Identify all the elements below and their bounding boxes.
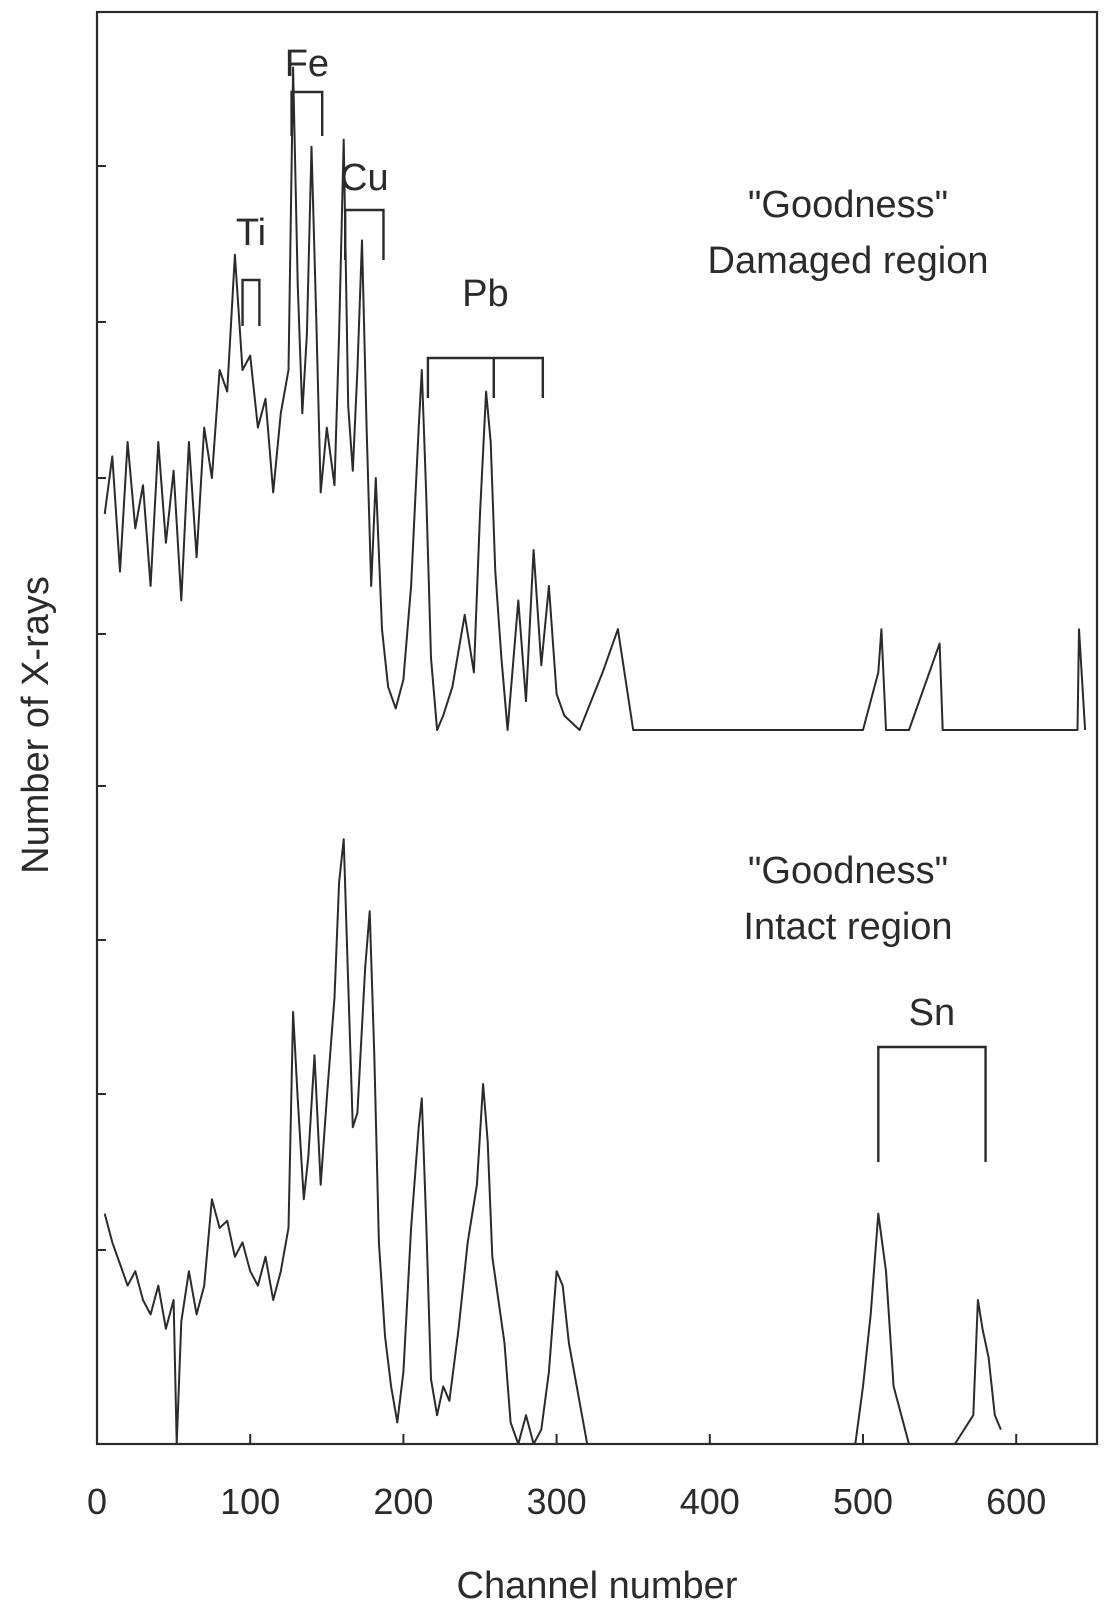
bracket-cu <box>343 208 385 260</box>
panel-label-intact-line1: "Goodness" <box>748 850 948 892</box>
x-tick-label-100: 100 <box>220 1481 280 1522</box>
bracket-sn <box>877 1045 987 1162</box>
x-axis-title: Channel number <box>457 1565 738 1607</box>
panel-label-damaged-line2: Damaged region <box>708 240 989 282</box>
panel-label-damaged-line1: "Goodness" <box>748 184 948 226</box>
panel-label-intact-line2: Intact region <box>743 906 952 948</box>
x-axis-ticks: 0 100 200 300 400 500 600 <box>87 1434 1046 1522</box>
x-tick-label-200: 200 <box>373 1481 433 1522</box>
element-label-sn: Sn <box>909 992 955 1034</box>
y-axis-ticks <box>97 11 106 1251</box>
element-label-ti: Ti <box>236 212 266 254</box>
element-label-pb: Pb <box>462 273 508 315</box>
element-label-fe: Fe <box>285 43 329 85</box>
x-tick-label-500: 500 <box>833 1481 893 1522</box>
x-tick-label-600: 600 <box>986 1481 1046 1522</box>
spectrum-damaged <box>103 66 1087 731</box>
element-label-cu: Cu <box>340 157 389 199</box>
bracket-ti <box>241 278 261 326</box>
bracket-fe <box>290 90 324 136</box>
spectrum-traces <box>103 66 1087 1445</box>
spectrum-intact <box>103 838 1002 1445</box>
x-tick-label-300: 300 <box>527 1481 587 1522</box>
x-tick-label-400: 400 <box>680 1481 740 1522</box>
bracket-pb <box>426 356 545 398</box>
element-brackets: Fe Ti Cu Pb Sn <box>236 43 987 1162</box>
y-axis-title: Number of X-rays <box>15 576 57 874</box>
x-tick-label-0: 0 <box>87 1481 107 1522</box>
